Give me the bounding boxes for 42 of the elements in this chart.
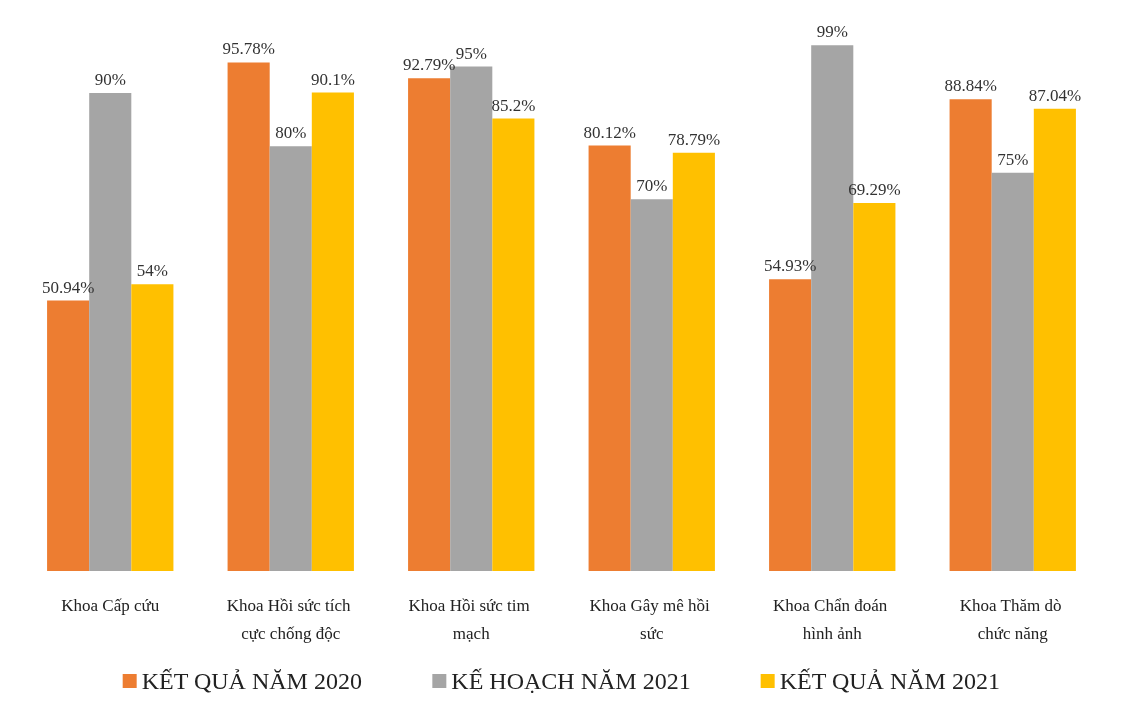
legend-label: KẾT QUẢ NĂM 2020: [141, 668, 362, 694]
bar: [408, 78, 451, 571]
legend-label: KẾ HOẠCH NĂM 2021: [451, 668, 691, 694]
data-label: 99%: [816, 22, 848, 42]
data-label: 92.79%: [402, 55, 456, 75]
data-label: 90%: [94, 70, 126, 90]
data-label: 87.04%: [1028, 85, 1082, 105]
bar: [991, 172, 1034, 571]
x-tick-label: Khoa Gây mê hồi sức: [589, 595, 715, 643]
data-label: 54%: [136, 261, 168, 281]
bar: [311, 92, 354, 571]
bar: [1033, 108, 1076, 571]
bar: [269, 146, 312, 571]
bar: [47, 300, 90, 571]
bar: [131, 284, 174, 571]
data-label: 80.12%: [583, 122, 636, 142]
data-label: 85.2%: [491, 95, 536, 115]
bar: [630, 199, 673, 571]
legend-label: KẾT QUẢ NĂM 2021: [779, 668, 1000, 694]
data-label: 95%: [455, 43, 487, 63]
bar: [492, 118, 535, 571]
bar: [769, 279, 812, 571]
bar: [853, 203, 896, 571]
data-label: 54.93%: [763, 256, 817, 276]
data-label: 90.1%: [310, 69, 355, 89]
data-label: 75%: [997, 149, 1029, 169]
data-label: 69.29%: [848, 180, 901, 200]
data-label: 88.84%: [944, 76, 997, 96]
x-tick-label: Khoa Hồi sức tim mạch: [408, 595, 534, 643]
bar: [949, 99, 992, 571]
x-tick-label: Khoa Hồi sức tích cực chống độc: [226, 595, 355, 643]
data-label: 70%: [636, 176, 668, 196]
x-tick-label: Khoa Chẩn đoán hình ảnh: [772, 595, 892, 643]
x-tick-label: Khoa Cấp cứu: [61, 595, 160, 615]
bar: [672, 152, 715, 571]
bar: [227, 62, 270, 571]
data-label: 80%: [275, 123, 307, 143]
x-tick-label: Khoa Thăm dò chức năng: [959, 595, 1066, 643]
bar: [588, 145, 631, 571]
data-label: 78.79%: [667, 129, 721, 149]
data-label: 95.78%: [222, 39, 275, 59]
data-label: 50.94%: [41, 277, 95, 297]
